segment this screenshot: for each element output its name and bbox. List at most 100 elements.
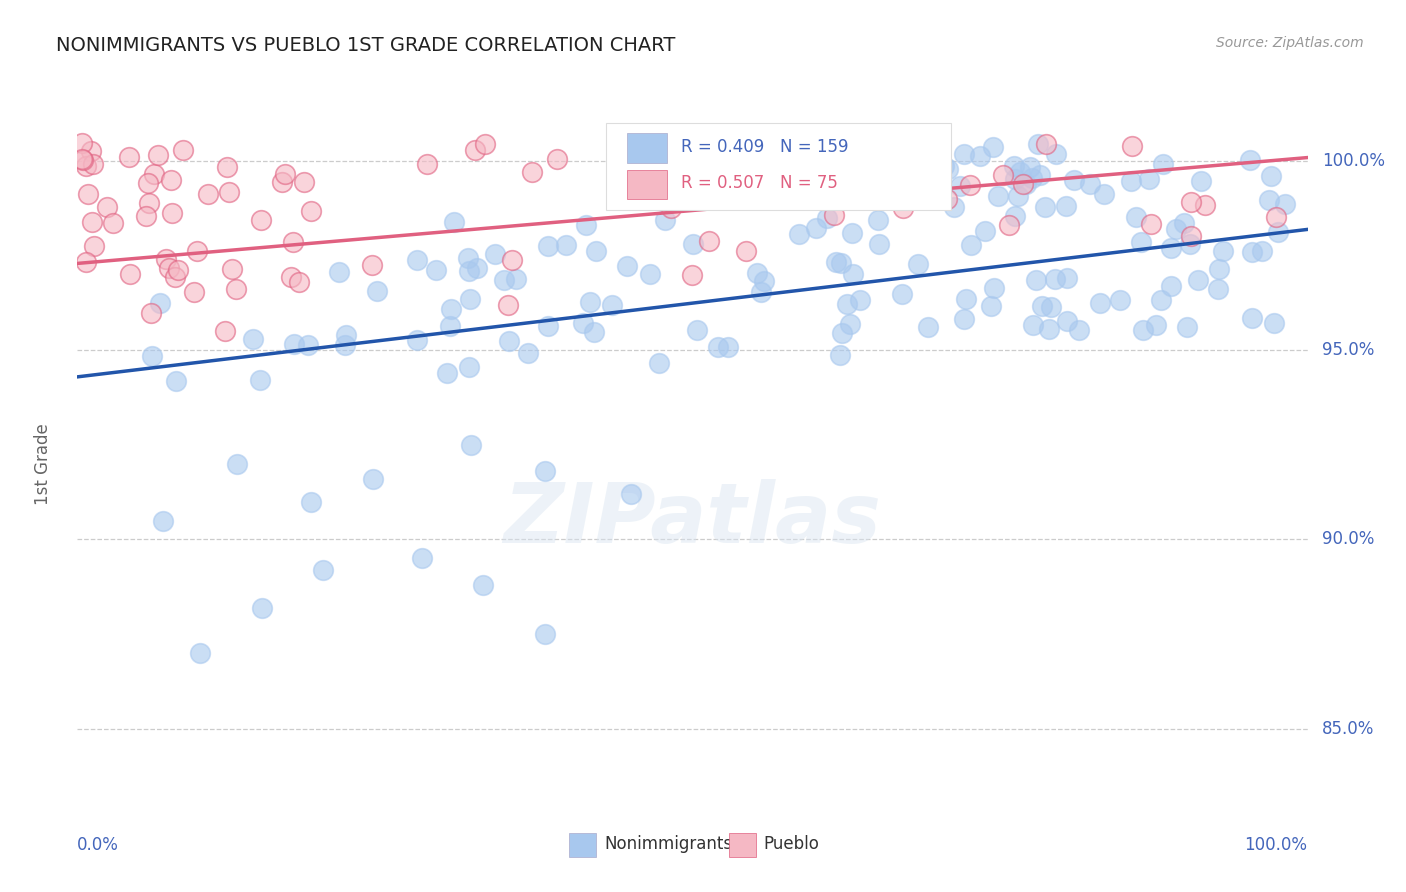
Point bbox=[697, 234, 720, 248]
Point bbox=[155, 252, 177, 266]
Point bbox=[882, 168, 904, 182]
Text: 100.0%: 100.0% bbox=[1244, 836, 1308, 854]
Point bbox=[186, 244, 208, 258]
Point bbox=[648, 356, 671, 370]
Point bbox=[82, 157, 104, 171]
Point bbox=[934, 159, 956, 173]
Point bbox=[1045, 147, 1067, 161]
Point bbox=[952, 312, 974, 326]
Point bbox=[1178, 237, 1201, 252]
Point bbox=[1004, 171, 1026, 186]
Point bbox=[823, 208, 845, 222]
Point bbox=[167, 263, 190, 277]
Point bbox=[1267, 225, 1289, 239]
Point bbox=[891, 287, 914, 301]
Text: NONIMMIGRANTS VS PUEBLO 1ST GRADE CORRELATION CHART: NONIMMIGRANTS VS PUEBLO 1ST GRADE CORREL… bbox=[56, 36, 676, 54]
Point bbox=[973, 224, 995, 238]
Point bbox=[839, 317, 862, 331]
Text: 0.0%: 0.0% bbox=[77, 836, 120, 854]
Point bbox=[157, 261, 180, 276]
Bar bbox=[627, 134, 666, 162]
Point bbox=[1206, 282, 1229, 296]
Point bbox=[118, 267, 141, 281]
Point bbox=[620, 487, 643, 501]
Point bbox=[494, 272, 516, 286]
Point bbox=[141, 349, 163, 363]
Point bbox=[83, 239, 105, 253]
Point bbox=[271, 175, 294, 189]
Point bbox=[1056, 271, 1078, 285]
Point bbox=[406, 334, 429, 348]
Point bbox=[1038, 322, 1060, 336]
Point bbox=[830, 256, 852, 270]
Point bbox=[828, 348, 851, 362]
Point bbox=[815, 211, 838, 225]
Text: 1st Grade: 1st Grade bbox=[34, 423, 52, 505]
Point bbox=[1144, 318, 1167, 332]
Point bbox=[1021, 170, 1043, 185]
Point bbox=[1175, 320, 1198, 334]
Point bbox=[848, 293, 870, 308]
Point bbox=[366, 285, 388, 299]
Point bbox=[440, 301, 463, 316]
Point bbox=[1054, 199, 1077, 213]
Point bbox=[165, 374, 187, 388]
Point bbox=[907, 257, 929, 271]
Point bbox=[998, 218, 1021, 232]
Text: 95.0%: 95.0% bbox=[1323, 342, 1375, 359]
Point bbox=[749, 285, 772, 299]
Point bbox=[1004, 209, 1026, 223]
Point bbox=[218, 185, 240, 199]
Point bbox=[159, 173, 181, 187]
Point bbox=[685, 323, 707, 337]
Point bbox=[226, 457, 249, 471]
Point bbox=[536, 239, 558, 253]
Point bbox=[288, 276, 311, 290]
Point bbox=[1160, 278, 1182, 293]
Point bbox=[582, 325, 605, 339]
Point bbox=[1189, 174, 1212, 188]
Point bbox=[142, 167, 165, 181]
Point bbox=[1139, 171, 1161, 186]
Point bbox=[1026, 136, 1049, 151]
Point bbox=[841, 267, 863, 281]
Point bbox=[416, 157, 439, 171]
Point bbox=[472, 578, 495, 592]
Point bbox=[138, 176, 160, 190]
Point bbox=[1173, 216, 1195, 230]
Point bbox=[152, 514, 174, 528]
Point bbox=[75, 159, 97, 173]
Point bbox=[464, 143, 486, 157]
Point bbox=[1208, 261, 1230, 276]
Point bbox=[825, 254, 848, 268]
Point bbox=[498, 334, 520, 348]
Point bbox=[1152, 157, 1174, 171]
Point bbox=[1012, 177, 1035, 191]
Point bbox=[281, 235, 304, 249]
Point bbox=[936, 162, 959, 177]
Point bbox=[299, 204, 322, 219]
Point bbox=[149, 296, 172, 310]
Point bbox=[1121, 139, 1143, 153]
Point bbox=[360, 258, 382, 272]
Point bbox=[969, 149, 991, 163]
Point bbox=[537, 318, 560, 333]
Point bbox=[717, 340, 740, 354]
Point bbox=[292, 175, 315, 189]
Point bbox=[1160, 241, 1182, 255]
Point bbox=[546, 152, 568, 166]
Point bbox=[274, 167, 297, 181]
Point bbox=[70, 136, 93, 150]
Bar bbox=[569, 833, 596, 857]
Point bbox=[439, 318, 461, 333]
Point bbox=[1132, 323, 1154, 337]
Point bbox=[1063, 173, 1085, 187]
Point bbox=[830, 176, 852, 190]
FancyBboxPatch shape bbox=[606, 123, 950, 210]
Text: R = 0.507   N = 75: R = 0.507 N = 75 bbox=[682, 175, 838, 193]
Point bbox=[520, 165, 543, 179]
Point bbox=[955, 293, 977, 307]
Point bbox=[949, 178, 972, 193]
Point bbox=[1140, 217, 1163, 231]
Point bbox=[572, 316, 595, 330]
